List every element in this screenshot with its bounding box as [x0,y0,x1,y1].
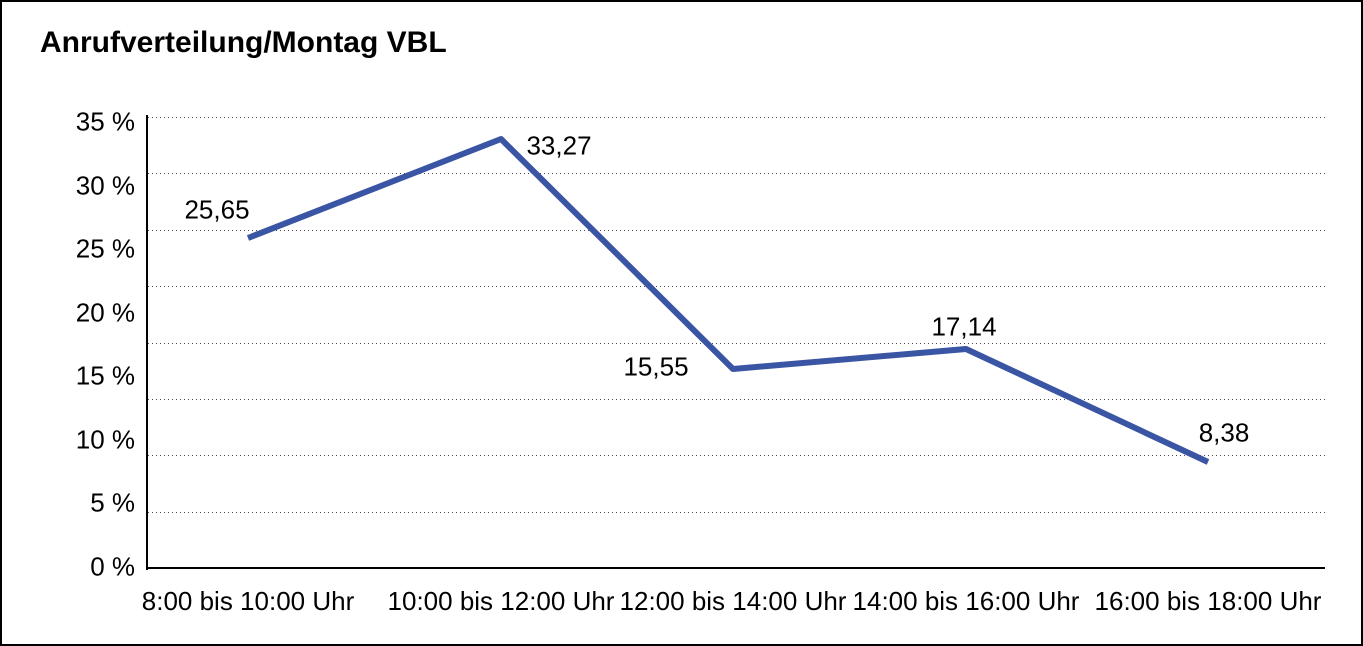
y-tick-label: 30 % [75,170,135,201]
gridline [148,343,1325,344]
y-tick-label: 20 % [75,297,135,328]
x-category-label: 16:00 bis 18:00 Uhr [1094,586,1322,616]
gridline [148,230,1325,231]
y-tick-label: 25 % [75,233,135,264]
data-point-label: 8,38 [1198,417,1250,448]
gridline [148,286,1325,287]
gridline [148,512,1325,513]
x-axis-line [146,567,1325,569]
x-category-label: 12:00 bis 14:00 Uhr [619,586,847,616]
gridline [148,173,1325,174]
y-axis-line [146,115,148,570]
x-category-label: 8:00 bis 10:00 Uhr [141,586,355,616]
data-point-label: 25,65 [184,194,250,225]
y-tick-label: 35 % [75,106,135,137]
gridline [148,399,1325,400]
y-tick-label: 0 % [90,551,135,582]
y-tick-label: 5 % [90,487,135,518]
data-point-label: 17,14 [931,311,997,342]
y-tick-label: 10 % [75,424,135,455]
x-category-label: 10:00 bis 12:00 Uhr [387,586,615,616]
series-polyline [246,136,1210,465]
y-tick-label: 15 % [75,360,135,391]
gridline [148,117,1325,118]
data-point-label: 15,55 [623,351,689,382]
gridline [148,455,1325,456]
chart-title: Anrufverteilung/Montag VBL [40,26,447,59]
x-category-label: 14:00 bis 16:00 Uhr [852,586,1080,616]
data-point-label: 33,27 [526,130,592,161]
